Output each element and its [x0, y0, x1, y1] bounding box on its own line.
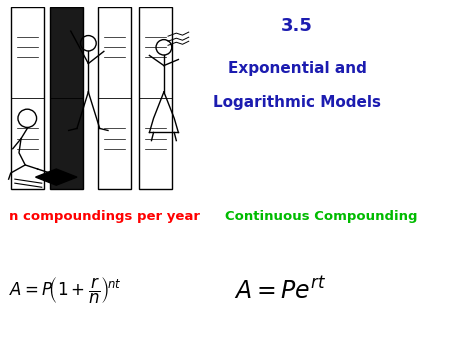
Text: Continuous Compounding: Continuous Compounding — [225, 210, 418, 223]
Text: $A = P\!\left(1+\dfrac{r}{n}\right)^{\!nt}$: $A = P\!\left(1+\dfrac{r}{n}\right)^{\!n… — [9, 275, 122, 306]
Bar — [98, 7, 131, 189]
Text: n compoundings per year: n compoundings per year — [9, 210, 200, 223]
Bar — [11, 7, 44, 189]
Bar — [139, 7, 172, 189]
Text: 3.5: 3.5 — [281, 17, 313, 35]
Polygon shape — [36, 169, 77, 185]
Bar — [50, 7, 83, 189]
Text: Exponential and: Exponential and — [228, 61, 366, 76]
Text: Logarithmic Models: Logarithmic Models — [213, 95, 381, 110]
Text: $A = Pe^{rt}$: $A = Pe^{rt}$ — [234, 277, 326, 304]
